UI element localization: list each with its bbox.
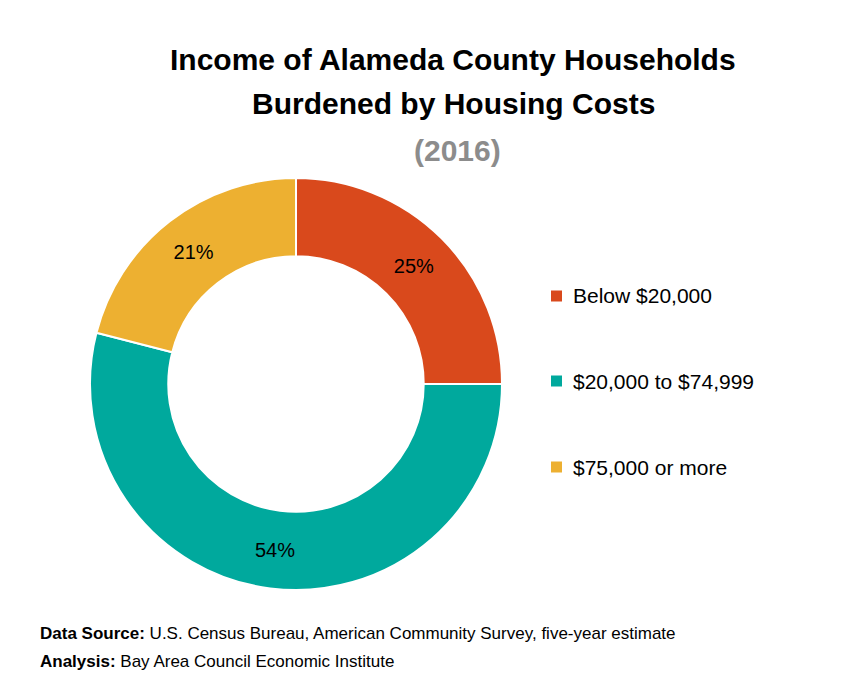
svg-text:25%: 25% xyxy=(394,255,434,277)
svg-text:$20,000 to $74,999: $20,000 to $74,999 xyxy=(573,370,754,393)
svg-text:54%: 54% xyxy=(255,539,295,561)
svg-text:$75,000 or more: $75,000 or more xyxy=(573,456,727,479)
svg-text:Below $20,000: Below $20,000 xyxy=(573,284,712,307)
svg-text:Data Source: U.S. Census Burea: Data Source: U.S. Census Bureau, America… xyxy=(40,624,676,643)
svg-text:Analysis: Bay Area Council Eco: Analysis: Bay Area Council Economic Inst… xyxy=(40,652,394,671)
svg-text:Burdened by Housing Costs: Burdened by Housing Costs xyxy=(252,87,655,120)
svg-text:21%: 21% xyxy=(174,241,214,263)
svg-text:Income of Alameda County House: Income of Alameda County Households xyxy=(170,43,736,76)
svg-text:(2016): (2016) xyxy=(414,134,501,167)
